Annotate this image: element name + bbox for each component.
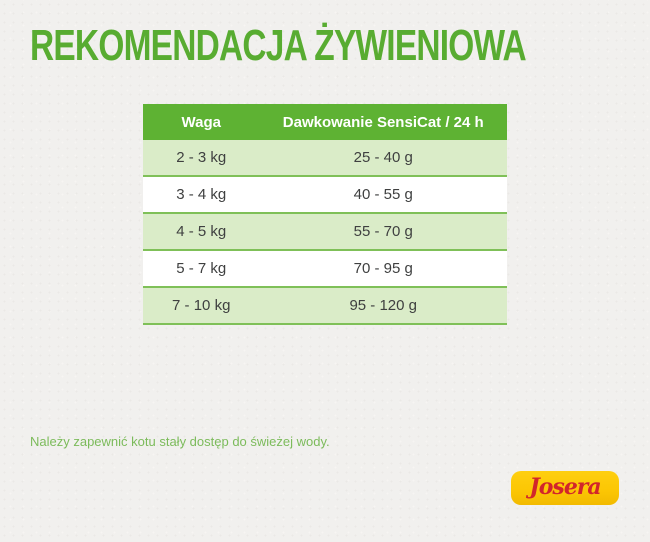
josera-logo-text: Josera bbox=[529, 474, 601, 500]
column-header-weight: Waga bbox=[181, 113, 221, 131]
weight-cell: 7 - 10 kg bbox=[172, 297, 231, 314]
feeding-table: Waga Dawkowanie SensiCat / 24 h 2 - 3 kg… bbox=[143, 104, 507, 325]
dosage-cell: 55 - 70 g bbox=[353, 223, 413, 240]
dosage-cell: 95 - 120 g bbox=[349, 297, 417, 314]
table-row: 2 - 3 kg 25 - 40 g bbox=[143, 140, 507, 177]
dosage-cell: 40 - 55 g bbox=[353, 186, 413, 203]
weight-cell: 4 - 5 kg bbox=[176, 223, 227, 240]
dosage-cell: 25 - 40 g bbox=[353, 149, 413, 166]
fresh-water-note: Należy zapewnić kotu stały dostęp do świ… bbox=[30, 434, 330, 449]
table-row: 7 - 10 kg 95 - 120 g bbox=[143, 288, 507, 325]
weight-cell: 2 - 3 kg bbox=[176, 149, 227, 166]
page-title: REKOMENDACJA ŻYWIENIOWA bbox=[30, 21, 527, 70]
weight-cell: 3 - 4 kg bbox=[176, 186, 227, 203]
josera-logo: Josera bbox=[511, 471, 619, 505]
dosage-cell: 70 - 95 g bbox=[353, 260, 413, 277]
table-row: 3 - 4 kg 40 - 55 g bbox=[143, 177, 507, 214]
table-row: 5 - 7 kg 70 - 95 g bbox=[143, 251, 507, 288]
table-row: 4 - 5 kg 55 - 70 g bbox=[143, 214, 507, 251]
column-header-dosage: Dawkowanie SensiCat / 24 h bbox=[282, 113, 484, 131]
table-header-row: Waga Dawkowanie SensiCat / 24 h bbox=[143, 104, 507, 140]
weight-cell: 5 - 7 kg bbox=[176, 260, 227, 277]
